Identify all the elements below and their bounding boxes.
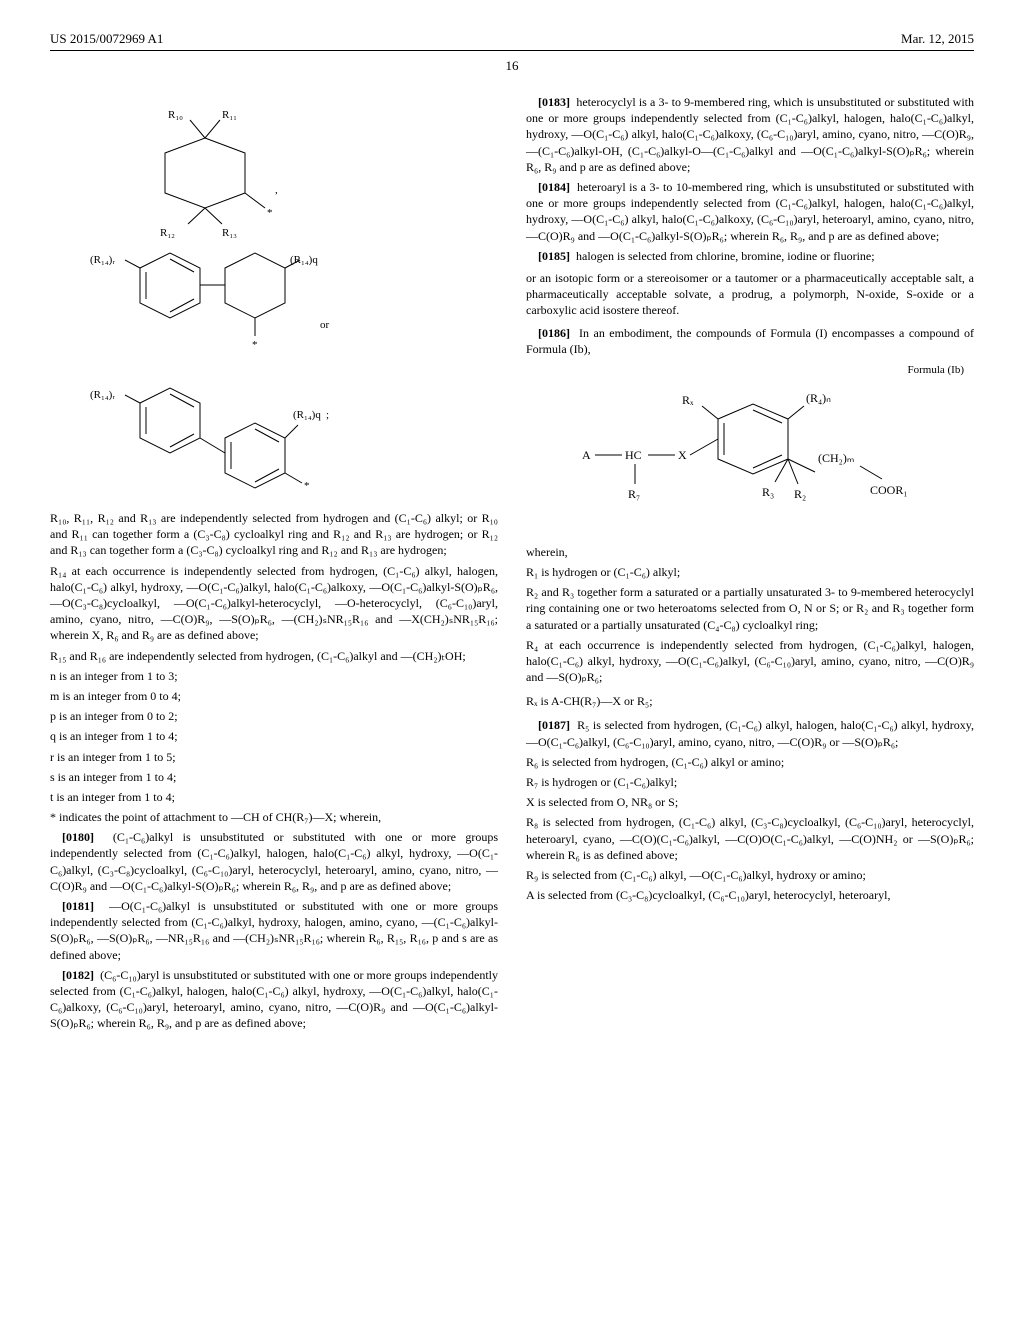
para-0180: [0180] (C₁-C₆)alkyl is unsubstituted or … [50, 829, 498, 894]
page-header: US 2015/0072969 A1 Mar. 12, 2015 [50, 30, 974, 51]
pnum-0186: [0186] [538, 326, 570, 340]
svg-text:R₇: R₇ [628, 487, 640, 501]
para-0184: [0184] heteroaryl is a 3- to 10-membered… [526, 179, 974, 244]
svg-text:,: , [275, 184, 278, 196]
para-0186: [0186] In an embodiment, the compounds o… [526, 325, 974, 357]
para-a: A is selected from (C₃-C₈)cycloalkyl, (C… [526, 887, 974, 903]
pnum-0184: [0184] [538, 180, 570, 194]
text-0186: In an embodiment, the compounds of Formu… [526, 326, 974, 356]
para-rx: Rₓ is A-CH(R₇)—X or R₅; [526, 693, 974, 709]
para-r8: R₈ is selected from hydrogen, (C₁-C₆) al… [526, 814, 974, 863]
text-0185: halogen is selected from chlorine, bromi… [576, 249, 875, 263]
svg-text:R₁₃: R₁₃ [222, 227, 237, 239]
para-s: s is an integer from 1 to 4; [50, 769, 498, 785]
svg-text:(CH₂)ₘ: (CH₂)ₘ [818, 451, 854, 465]
svg-text:COOR₁: COOR₁ [870, 483, 908, 497]
para-0187: [0187] R₅ is selected from hydrogen, (C₁… [526, 717, 974, 749]
para-r1: R₁ is hydrogen or (C₁-C₆) alkyl; [526, 564, 974, 580]
svg-text:*: * [304, 480, 310, 492]
svg-text:R₃: R₃ [762, 485, 774, 499]
svg-text:*: * [252, 339, 258, 351]
svg-text:*: * [267, 207, 273, 219]
para-wherein: wherein, [526, 544, 974, 560]
para-m: m is an integer from 0 to 4; [50, 688, 498, 704]
pnum-0182: [0182] [62, 968, 94, 982]
svg-text:(R₄)ₙ: (R₄)ₙ [806, 391, 831, 405]
text-0182: (C₆-C₁₀)aryl is unsubstituted or substit… [50, 968, 498, 1031]
para-r15: R₁₅ and R₁₆ are independently selected f… [50, 648, 498, 664]
para-r: r is an integer from 1 to 5; [50, 749, 498, 765]
para-or: or an isotopic form or a stereoisomer or… [526, 270, 974, 319]
svg-text:;: ; [326, 409, 329, 421]
svg-text:HC: HC [625, 448, 642, 462]
svg-text:R₁₁: R₁₁ [222, 109, 237, 121]
para-p: p is an integer from 0 to 2; [50, 708, 498, 724]
body-columns: R₁₀ R₁₁ R₁₂ R₁₃ * , [50, 94, 974, 1035]
svg-text:R₂: R₂ [794, 487, 806, 501]
para-r9: R₉ is selected from (C₁-C₆) alkyl, —O(C₁… [526, 867, 974, 883]
structure-svg: R₁₀ R₁₁ R₁₂ R₁₃ * , [50, 98, 370, 498]
text-0187: R₅ is selected from hydrogen, (C₁-C₆) al… [526, 718, 974, 748]
pnum-0181: [0181] [62, 899, 94, 913]
para-0182: [0182] (C₆-C₁₀)aryl is unsubstituted or … [50, 967, 498, 1032]
para-q: q is an integer from 1 to 4; [50, 728, 498, 744]
pnum-0187: [0187] [538, 718, 570, 732]
formula-label: Formula (Ib) [526, 363, 964, 378]
para-t: t is an integer from 1 to 4; [50, 789, 498, 805]
para-r7: R₇ is hydrogen or (C₁-C₆)alkyl; [526, 774, 974, 790]
para-0181: [0181] —O(C₁-C₆)alkyl is unsubstituted o… [50, 898, 498, 963]
svg-text:(R₁₄)ᵣ: (R₁₄)ᵣ [90, 254, 115, 266]
structure-diagram-1: R₁₀ R₁₁ R₁₂ R₁₃ * , [50, 98, 498, 498]
svg-text:Rₓ: Rₓ [682, 393, 694, 407]
para-star: * indicates the point of attachment to —… [50, 809, 498, 825]
svg-text:R₁₂: R₁₂ [160, 227, 175, 239]
text-0183: heterocyclyl is a 3- to 9-membered ring,… [526, 95, 974, 174]
formula-ib-svg: A HC X R₇ Rₓ [570, 384, 930, 534]
para-r2: R₂ and R₃ together form a saturated or a… [526, 584, 974, 633]
para-r14: R₁₄ at each occurrence is independently … [50, 563, 498, 644]
para-r6: R₆ is selected from hydrogen, (C₁-C₆) al… [526, 754, 974, 770]
text-0181: —O(C₁-C₆)alkyl is unsubstituted or subst… [50, 899, 498, 962]
publication-number: US 2015/0072969 A1 [50, 30, 163, 48]
text-0184: heteroaryl is a 3- to 10-membered ring, … [526, 180, 974, 243]
page-number: 16 [50, 57, 974, 75]
svg-text:A: A [582, 448, 591, 462]
svg-text:R₁₀: R₁₀ [168, 109, 183, 121]
text-0180: (C₁-C₆)alkyl is unsubstituted or substit… [50, 830, 498, 893]
svg-text:(R₁₄)q: (R₁₄)q [290, 254, 318, 266]
right-column: [0183] heterocyclyl is a 3- to 9-membere… [526, 94, 974, 1035]
pnum-0183: [0183] [538, 95, 570, 109]
svg-text:(R₁₄)q: (R₁₄)q [293, 409, 321, 421]
para-0183: [0183] heterocyclyl is a 3- to 9-membere… [526, 94, 974, 175]
svg-text:or: or [320, 319, 330, 331]
pnum-0185: [0185] [538, 249, 570, 263]
publication-date: Mar. 12, 2015 [901, 30, 974, 48]
formula-ib-diagram: A HC X R₇ Rₓ [526, 384, 974, 534]
para-x: X is selected from O, NR₈ or S; [526, 794, 974, 810]
para-0185: [0185] halogen is selected from chlorine… [526, 248, 974, 264]
pnum-0180: [0180] [62, 830, 94, 844]
para-r4: R₄ at each occurrence is independently s… [526, 637, 974, 686]
svg-text:X: X [678, 448, 687, 462]
left-column: R₁₀ R₁₁ R₁₂ R₁₃ * , [50, 94, 498, 1035]
svg-text:(R₁₄)ᵣ: (R₁₄)ᵣ [90, 389, 115, 401]
para-n: n is an integer from 1 to 3; [50, 668, 498, 684]
para-r10: R₁₀, R₁₁, R₁₂ and R₁₃ are independently … [50, 510, 498, 559]
